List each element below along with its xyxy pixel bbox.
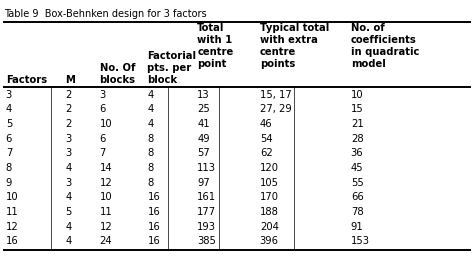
Text: 16: 16 <box>147 222 160 231</box>
Text: 10: 10 <box>100 119 112 129</box>
Text: 54: 54 <box>260 134 273 144</box>
Text: 16: 16 <box>147 207 160 217</box>
Text: 11: 11 <box>100 207 112 217</box>
Text: 36: 36 <box>351 149 364 158</box>
Text: 55: 55 <box>351 178 364 188</box>
Text: Total
with 1
centre
point: Total with 1 centre point <box>197 23 233 69</box>
Text: 4: 4 <box>65 192 72 202</box>
Text: No. of
coefficients
in quadratic
model: No. of coefficients in quadratic model <box>351 23 419 69</box>
Text: 4: 4 <box>147 119 154 129</box>
Text: 10: 10 <box>100 192 112 202</box>
Text: 105: 105 <box>260 178 279 188</box>
Text: Factorial
pts. per
block: Factorial pts. per block <box>147 51 196 85</box>
Text: 27, 29: 27, 29 <box>260 105 292 114</box>
Text: Factors: Factors <box>6 75 47 85</box>
Text: 3: 3 <box>65 178 72 188</box>
Text: 8: 8 <box>147 149 154 158</box>
Text: 8: 8 <box>147 163 154 173</box>
Text: 7: 7 <box>100 149 106 158</box>
Text: 3: 3 <box>65 149 72 158</box>
Text: 7: 7 <box>6 149 12 158</box>
Text: 28: 28 <box>351 134 364 144</box>
Text: 6: 6 <box>6 134 12 144</box>
Text: Table 9  Box-Behnken design for 3 factors: Table 9 Box-Behnken design for 3 factors <box>4 9 206 20</box>
Text: 8: 8 <box>6 163 12 173</box>
Text: 4: 4 <box>65 163 72 173</box>
Text: 6: 6 <box>100 134 106 144</box>
Text: 8: 8 <box>147 178 154 188</box>
Text: 4: 4 <box>147 105 154 114</box>
Text: 16: 16 <box>147 236 160 246</box>
Text: 170: 170 <box>260 192 279 202</box>
Text: 49: 49 <box>197 134 210 144</box>
Text: 12: 12 <box>6 222 18 231</box>
Text: 396: 396 <box>260 236 279 246</box>
Text: 177: 177 <box>197 207 216 217</box>
Text: M: M <box>65 75 75 85</box>
Text: 91: 91 <box>351 222 364 231</box>
Text: 12: 12 <box>100 178 112 188</box>
Text: 25: 25 <box>197 105 210 114</box>
Text: 24: 24 <box>100 236 112 246</box>
Text: 13: 13 <box>197 90 210 100</box>
Text: 2: 2 <box>65 90 72 100</box>
Text: 62: 62 <box>260 149 273 158</box>
Text: 78: 78 <box>351 207 364 217</box>
Text: 46: 46 <box>260 119 273 129</box>
Text: 97: 97 <box>197 178 210 188</box>
Text: 120: 120 <box>260 163 279 173</box>
Text: 4: 4 <box>65 222 72 231</box>
Text: 385: 385 <box>197 236 216 246</box>
Text: 5: 5 <box>6 119 12 129</box>
Text: 4: 4 <box>65 236 72 246</box>
Text: 193: 193 <box>197 222 216 231</box>
Text: 21: 21 <box>351 119 364 129</box>
Text: 3: 3 <box>100 90 106 100</box>
Text: 16: 16 <box>147 192 160 202</box>
Text: 41: 41 <box>197 119 210 129</box>
Text: 4: 4 <box>6 105 12 114</box>
Text: 5: 5 <box>65 207 72 217</box>
Text: 153: 153 <box>351 236 370 246</box>
Text: 57: 57 <box>197 149 210 158</box>
Text: 15: 15 <box>351 105 364 114</box>
Text: 113: 113 <box>197 163 216 173</box>
Text: 2: 2 <box>65 105 72 114</box>
Text: 2: 2 <box>65 119 72 129</box>
Text: 3: 3 <box>6 90 12 100</box>
Text: 188: 188 <box>260 207 279 217</box>
Text: 45: 45 <box>351 163 364 173</box>
Text: 10: 10 <box>351 90 364 100</box>
Text: 3: 3 <box>65 134 72 144</box>
Text: 15, 17: 15, 17 <box>260 90 292 100</box>
Text: No. Of
blocks: No. Of blocks <box>100 63 136 85</box>
Text: 16: 16 <box>6 236 18 246</box>
Text: Typical total
with extra
centre
points: Typical total with extra centre points <box>260 23 329 69</box>
Text: 66: 66 <box>351 192 364 202</box>
Text: 10: 10 <box>6 192 18 202</box>
Text: 4: 4 <box>147 90 154 100</box>
Text: 204: 204 <box>260 222 279 231</box>
Text: 6: 6 <box>100 105 106 114</box>
Text: 11: 11 <box>6 207 18 217</box>
Text: 161: 161 <box>197 192 216 202</box>
Text: 9: 9 <box>6 178 12 188</box>
Text: 12: 12 <box>100 222 112 231</box>
Text: 8: 8 <box>147 134 154 144</box>
Text: 14: 14 <box>100 163 112 173</box>
